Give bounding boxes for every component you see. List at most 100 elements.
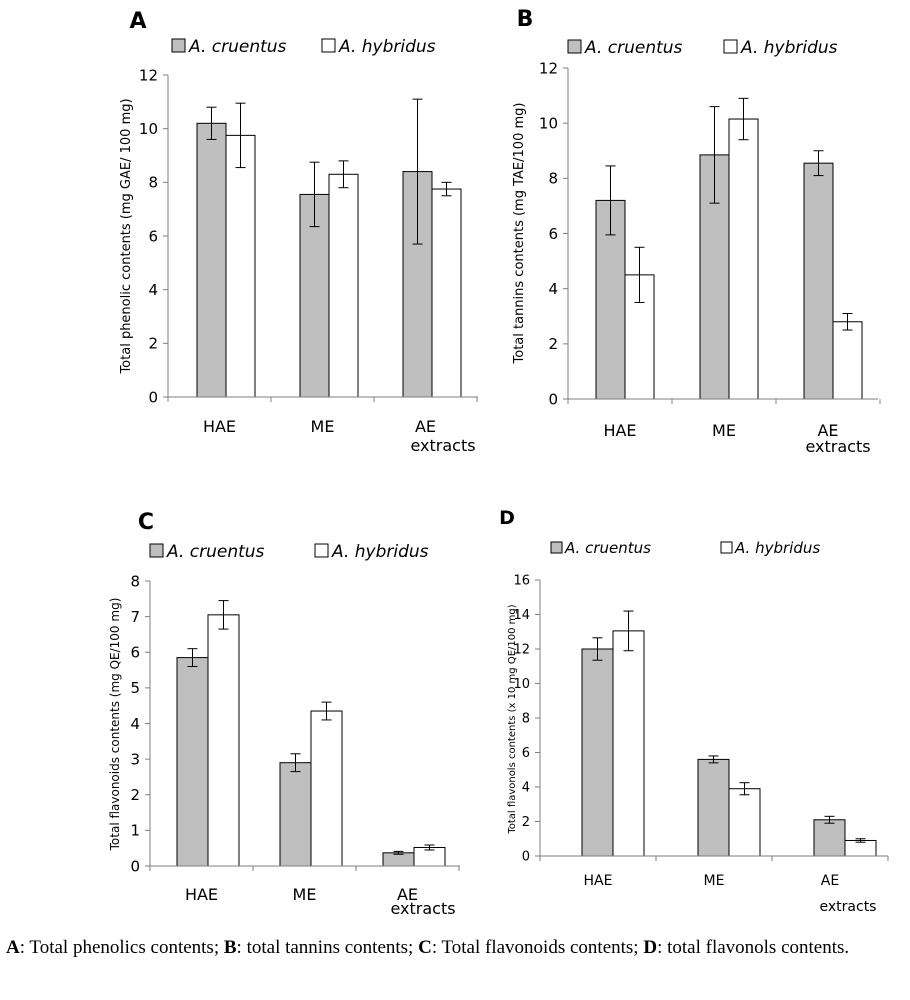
- chart-d-panel-label: D: [499, 507, 515, 529]
- chart-b-y-axis-label: Total tannins contents (mg TAE/100 mg): [512, 103, 527, 365]
- chart-b-legend-swatch-cruentus: [567, 39, 582, 54]
- chart-c-bar-hybridus: [310, 710, 343, 867]
- chart-d-category-label: ME: [704, 873, 725, 889]
- chart-c-y-tick-label: 6: [130, 644, 140, 662]
- chart-c-y-tick-label: 0: [130, 857, 140, 875]
- chart-c-x-axis-label: extracts: [390, 899, 455, 918]
- chart-a-category-label: HAE: [203, 417, 236, 436]
- chart-b-category-label: HAE: [603, 421, 636, 440]
- chart-a-legend-label-cruentus: A. cruentus: [188, 37, 287, 57]
- chart-c-y-tick-label: 2: [130, 786, 140, 804]
- chart-b-y-tick-label: 0: [548, 390, 558, 408]
- chart-d-bar-hybridus: [612, 630, 645, 857]
- chart-a-category-label: ME: [311, 417, 335, 436]
- chart-b-legend-label-cruentus: A. cruentus: [584, 38, 683, 58]
- chart-c-y-tick-label: 8: [130, 572, 140, 590]
- chart-c-bar-cruentus: [382, 852, 415, 867]
- chart-c-y-tick-label: 7: [130, 608, 140, 626]
- chart-d-legend-swatch-hybridus: [720, 541, 733, 554]
- chart-c-legend-label-cruentus: A. cruentus: [166, 542, 265, 562]
- chart-c-y-tick-label: 4: [130, 715, 140, 733]
- chart-b-bar-hybridus: [832, 321, 863, 400]
- chart-d-y-tick-label: 16: [513, 574, 530, 589]
- chart-a-y-tick-label: 0: [148, 388, 158, 406]
- chart-c-bar-cruentus: [279, 762, 312, 867]
- chart-a-y-tick-label: 8: [148, 174, 158, 192]
- chart-b-y-tick-label: 10: [539, 114, 558, 132]
- chart-b-category-label: ME: [712, 421, 736, 440]
- chart-c-y-tick-label: 1: [130, 822, 140, 840]
- chart-d-legend-label-cruentus: A. cruentus: [564, 539, 651, 557]
- chart-c-bar-cruentus: [176, 657, 209, 867]
- chart-b-y-tick-label: 12: [539, 59, 558, 77]
- chart-b-y-tick-label: 6: [548, 225, 558, 243]
- chart-d-y-tick-label: 10: [513, 677, 530, 692]
- chart-c-category-label: HAE: [185, 885, 218, 904]
- chart-a-y-tick-label: 10: [139, 120, 158, 138]
- chart-a-bar-hybridus: [328, 173, 359, 398]
- caption-label-b: B: [223, 937, 237, 958]
- chart-d-y-tick-label: 8: [522, 712, 530, 727]
- chart-d-legend-label-hybridus: A. hybridus: [734, 539, 820, 557]
- chart-b-legend-label-hybridus: A. hybridus: [740, 38, 838, 58]
- chart-d-y-axis-label: Total flavonols contents (x 10 mg QE/100…: [507, 604, 518, 834]
- chart-a-y-axis-label: Total phenolic contents (mg GAE/ 100 mg): [119, 98, 134, 374]
- chart-b-x-axis-label: extracts: [805, 437, 870, 456]
- chart-c-category-label: AE: [397, 885, 418, 904]
- chart-d-y-tick-label: 2: [522, 815, 530, 830]
- chart-d-y-tick-label: 14: [513, 608, 530, 623]
- chart-b-y-tick-label: 8: [548, 170, 558, 188]
- chart-d-bar-cruentus: [581, 648, 614, 857]
- chart-c-category-label: ME: [293, 885, 317, 904]
- chart-a-legend-swatch-hybridus: [321, 38, 336, 53]
- chart-b-legend-swatch-hybridus: [723, 39, 738, 54]
- chart-a-bar-hybridus: [225, 134, 256, 398]
- chart-b-panel-label: B: [517, 7, 534, 32]
- chart-c-y-tick-label: 3: [130, 750, 140, 768]
- chart-d-y-tick-label: 0: [522, 850, 530, 865]
- caption-label-d: D: [643, 937, 658, 958]
- caption-label-a: A: [6, 937, 20, 958]
- chart-c-bar-hybridus: [207, 614, 240, 867]
- chart-a-y-tick-label: 2: [148, 335, 158, 353]
- chart-a-category-label: AE: [415, 417, 436, 436]
- chart-d-bar-cruentus: [697, 758, 730, 857]
- chart-c-panel-label: C: [138, 510, 154, 535]
- chart-d-y-tick-label: 12: [513, 643, 530, 658]
- chart-d-bar-hybridus: [844, 839, 877, 857]
- chart-a-y-tick-label: 4: [148, 281, 158, 299]
- chart-c-legend-label-hybridus: A. hybridus: [331, 542, 429, 562]
- chart-b-bar-hybridus: [728, 118, 759, 400]
- chart-d-category-label: HAE: [584, 873, 613, 889]
- caption-text-c: : Total flavonoids contents;: [431, 937, 644, 958]
- chart-b-bar-cruentus: [803, 162, 834, 400]
- chart-a-bar-cruentus: [196, 122, 227, 398]
- chart-b-category-label: AE: [817, 421, 838, 440]
- chart-c-y-tick-label: 5: [130, 679, 140, 697]
- chart-b-y-tick-label: 4: [548, 280, 558, 298]
- chart-b-y-tick-label: 2: [548, 335, 558, 353]
- figure-caption: A: Total phenolics contents; B: total ta…: [6, 932, 906, 963]
- chart-a-panel-label: A: [129, 9, 146, 34]
- caption-text-b: : total tannins contents;: [236, 937, 419, 958]
- chart-c-y-axis-label: Total flavonoids contents (mg QE/100 mg): [108, 598, 122, 852]
- chart-a-bar-hybridus: [431, 188, 462, 398]
- chart-a-y-tick-label: 6: [148, 227, 158, 245]
- chart-a-legend-swatch-cruentus: [171, 38, 186, 53]
- caption-label-c: C: [418, 937, 432, 958]
- chart-c-legend-swatch-cruentus: [149, 543, 164, 558]
- chart-a-x-axis-label: extracts: [410, 436, 475, 455]
- chart-a-legend-label-hybridus: A. hybridus: [338, 37, 436, 57]
- chart-d-bar-hybridus: [728, 788, 761, 857]
- chart-d-y-tick-label: 6: [522, 746, 530, 761]
- chart-d-x-axis-label: extracts: [820, 899, 877, 915]
- caption-text-a: : Total phenolics contents;: [19, 937, 224, 958]
- chart-d-category-label: AE: [821, 873, 839, 889]
- caption-text-d: : total flavonols contents.: [657, 937, 850, 958]
- chart-d-legend-swatch-cruentus: [550, 541, 563, 554]
- chart-c-legend-swatch-hybridus: [314, 543, 329, 558]
- chart-d-y-tick-label: 4: [522, 781, 530, 796]
- chart-d-bar-cruentus: [813, 819, 846, 857]
- chart-a-y-tick-label: 12: [139, 66, 158, 84]
